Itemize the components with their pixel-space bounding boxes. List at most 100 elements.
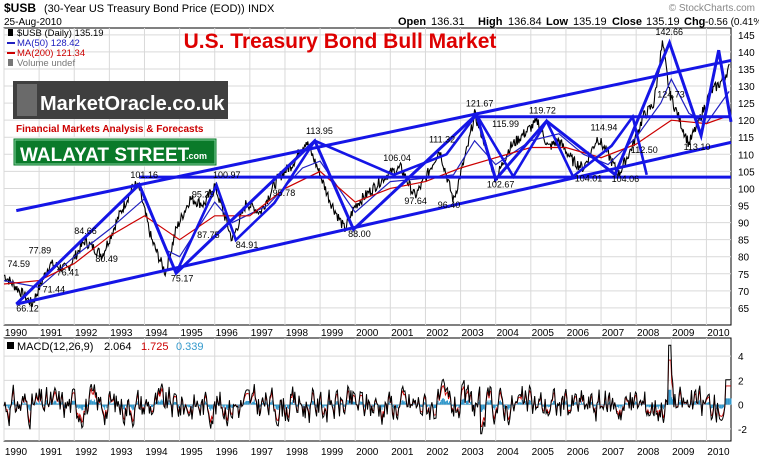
- x-tick-label: 1992: [75, 447, 98, 458]
- y-tick-label: -2: [738, 425, 747, 436]
- y-tick-label: 105: [738, 167, 755, 178]
- x-tick-label: 2010: [707, 447, 730, 458]
- macd-title: MACD(12,26,9): [17, 341, 93, 353]
- price-annotation: 100.97: [213, 170, 241, 180]
- x-tick-label: 1993: [110, 328, 133, 339]
- y-tick-label: 115: [738, 133, 754, 144]
- x-tick-label: 1998: [286, 328, 309, 339]
- x-tick-label: 2004: [497, 447, 520, 458]
- x-tick-label: 2009: [672, 328, 695, 339]
- x-tick-label: 1998: [286, 447, 309, 458]
- price-annotation: 66.12: [16, 303, 39, 313]
- x-tick-label: 2007: [602, 447, 625, 458]
- price-annotation: 142.66: [655, 27, 683, 37]
- x-tick-label: 1991: [40, 328, 63, 339]
- price-x-axis-labels: 1990 1991 1992 1993 1994 1995 1996 1997 1998 1999…: [5, 328, 730, 339]
- x-tick-label: 1994: [145, 328, 168, 339]
- x-tick-label: 1993: [110, 447, 133, 458]
- price-annotation: 121.67: [466, 99, 494, 109]
- x-tick-label: 1992: [75, 328, 98, 339]
- high-label: High: [478, 16, 503, 28]
- y-tick-label: 95: [738, 202, 750, 213]
- legend-entry: $USB (Daily) 135.19: [17, 28, 104, 39]
- x-tick-label: 1997: [251, 328, 274, 339]
- y-tick-label: 125: [738, 99, 755, 110]
- marketoracle-logo: MarketOracle.co.uk: [13, 81, 228, 119]
- y-tick-label: 135: [738, 65, 755, 76]
- y-tick-label: 120: [738, 116, 755, 127]
- high-value: 136.84: [508, 16, 542, 28]
- x-tick-label: 2004: [497, 328, 520, 339]
- x-tick-label: 2008: [637, 328, 660, 339]
- x-tick-label: 1990: [5, 447, 28, 458]
- open-label: Open: [398, 16, 426, 28]
- x-tick-label: 1994: [145, 447, 168, 458]
- price-annotation: 74.59: [8, 259, 31, 269]
- y-tick-label: 130: [738, 82, 755, 93]
- x-tick-label: 2001: [391, 447, 414, 458]
- close-value: 135.19: [646, 16, 680, 28]
- y-tick-label: 65: [738, 304, 750, 315]
- price-annotation: 84.91: [236, 240, 259, 250]
- svg-text:.com: .com: [186, 151, 207, 161]
- watermark-label: © StockCharts.com: [669, 3, 755, 14]
- x-tick-label: 2005: [532, 447, 555, 458]
- x-tick-label: 1997: [251, 447, 274, 458]
- price-annotation: 112.50: [631, 145, 658, 155]
- price-annotation: 75.17: [171, 273, 194, 283]
- exchange-label: INDX: [248, 3, 275, 15]
- price-annotation: 95.78: [273, 188, 296, 198]
- y-tick-label: 70: [738, 287, 750, 298]
- x-tick-label: 2010: [707, 328, 730, 339]
- price-annotation: 119.72: [529, 105, 556, 115]
- x-tick-label: 1991: [40, 447, 63, 458]
- y-tick-label: 4: [738, 352, 744, 363]
- trendline: [15, 140, 732, 306]
- legend-entry: MA(50) 128.42: [17, 38, 80, 49]
- price-annotation: 106.04: [383, 153, 411, 163]
- macd-x-axis-labels: 1990 1991 1992 1993 1994 1995 1996 1997 1998 1999…: [5, 447, 730, 458]
- y-tick-label: 140: [738, 48, 755, 59]
- x-tick-label: 2005: [532, 328, 555, 339]
- chg-label: Chg: [684, 16, 705, 28]
- y-tick-label: 110: [738, 150, 754, 161]
- price-annotation: 84.66: [74, 226, 97, 236]
- description-label: (30-Year US Treasury Bond Price (EOD)): [44, 3, 245, 15]
- ma200-series-line: [3, 115, 730, 285]
- macd-line: [3, 344, 731, 435]
- svg-text:MarketOracle.co.uk: MarketOracle.co.uk: [40, 93, 225, 115]
- y-tick-label: 2: [738, 376, 744, 387]
- x-tick-label: 1999: [321, 328, 344, 339]
- x-tick-label: 1999: [321, 447, 344, 458]
- x-tick-label: 2002: [426, 447, 449, 458]
- y-tick-label: 80: [738, 253, 750, 264]
- x-tick-label: 2003: [461, 447, 484, 458]
- low-value: 135.19: [573, 16, 607, 28]
- trendline: [15, 58, 732, 213]
- walayat-street-badge: WALAYAT STREET .com: [12, 137, 218, 167]
- legend-entry: Volume undef: [17, 58, 75, 69]
- x-tick-label: 2006: [567, 447, 590, 458]
- price-annotation: 111.32: [429, 134, 455, 144]
- chg-value: -0.56 (0.41%): [705, 17, 759, 28]
- price-annotation: 87.75: [197, 230, 220, 240]
- price-annotation: 77.89: [29, 245, 52, 255]
- x-tick-label: 1990: [5, 328, 28, 339]
- x-tick-label: 2001: [391, 328, 414, 339]
- price-annotation: 88.00: [348, 229, 371, 239]
- price-annotation: 71.44: [43, 285, 66, 295]
- price-annotation: 113.95: [306, 126, 333, 136]
- price-annotation: 76.41: [57, 268, 80, 278]
- price-annotation: 115.99: [492, 119, 519, 129]
- symbol-label: $USB: [4, 1, 36, 15]
- macd-panel-frame: [3, 337, 732, 442]
- x-tick-label: 2000: [356, 328, 379, 339]
- chart-overlay-title: U.S. Treasury Bond Bull Market: [184, 30, 497, 53]
- price-annotation: 80.49: [95, 254, 118, 264]
- price-annotation: 124.73: [657, 89, 685, 99]
- x-tick-label: 2006: [567, 328, 590, 339]
- y-tick-label: 75: [738, 270, 750, 281]
- macd-hist-value: 0.339: [176, 341, 204, 353]
